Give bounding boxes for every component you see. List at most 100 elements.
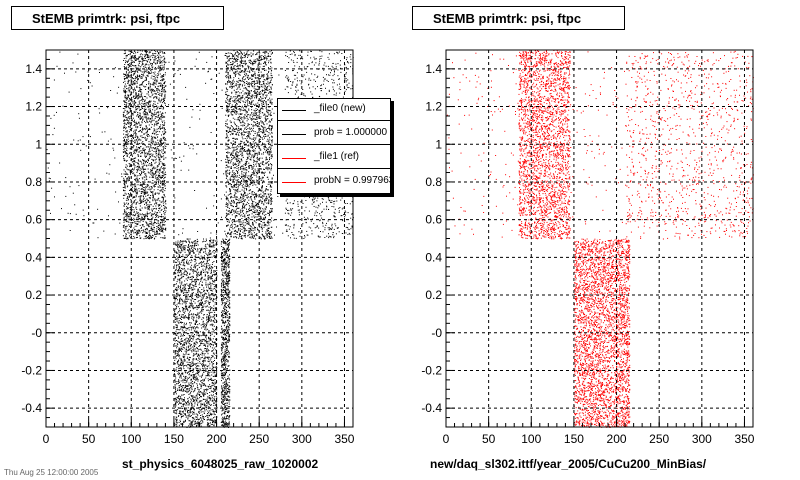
left-scatter-point xyxy=(149,148,151,150)
left-scatter-point xyxy=(248,108,250,110)
left-scatter-point xyxy=(161,156,163,158)
left-scatter-point xyxy=(183,142,185,144)
left-scatter-point xyxy=(130,230,132,232)
left-scatter-point xyxy=(256,176,258,178)
left-scatter-point xyxy=(144,152,146,154)
left-scatter-point xyxy=(123,182,125,184)
left-scatter-point xyxy=(251,229,253,231)
left-scatter-point xyxy=(151,65,152,67)
left-scatter-point xyxy=(125,142,127,144)
left-scatter-point xyxy=(127,193,129,194)
left-scatter-point xyxy=(254,153,256,155)
left-scatter-point xyxy=(164,201,166,203)
left-scatter-point xyxy=(126,147,128,149)
left-scatter-point xyxy=(152,104,154,106)
left-scatter-point xyxy=(150,118,151,120)
left-scatter-point xyxy=(232,187,234,189)
left-scatter-point xyxy=(186,98,188,100)
left-scatter-point xyxy=(140,153,142,155)
left-scatter-point xyxy=(133,184,135,186)
left-scatter-point xyxy=(257,60,259,62)
left-scatter-point xyxy=(141,199,143,201)
left-scatter-point xyxy=(157,92,159,93)
left-scatter-point xyxy=(268,55,270,57)
left-scatter-point xyxy=(261,202,263,204)
left-scatter-point xyxy=(136,76,138,78)
left-scatter-point xyxy=(134,165,136,167)
left-scatter-point xyxy=(238,86,240,88)
left-scatter-point xyxy=(158,59,160,61)
left-scatter-point xyxy=(131,203,133,205)
left-scatter-point xyxy=(239,221,241,223)
left-scatter-point xyxy=(144,100,146,102)
left-scatter-point xyxy=(153,125,155,127)
left-scatter-point xyxy=(253,160,255,162)
left-scatter-point xyxy=(134,190,136,192)
left-scatter-point xyxy=(127,69,129,71)
left-scatter-point xyxy=(238,164,240,166)
left-scatter-point xyxy=(251,78,253,80)
left-scatter-point xyxy=(144,79,146,81)
left-scatter-point xyxy=(246,115,247,117)
left-scatter-point xyxy=(143,192,145,194)
left-scatter-point xyxy=(269,232,270,234)
left-scatter-point xyxy=(152,132,154,134)
left-scatter-point xyxy=(228,157,230,159)
left-scatter-point xyxy=(137,163,139,165)
left-scatter-point xyxy=(161,220,163,222)
left-scatter-point xyxy=(260,84,262,86)
left-scatter-point xyxy=(161,98,163,100)
left-scatter-point xyxy=(160,171,162,173)
left-scatter-point xyxy=(134,89,136,91)
left-scatter-point xyxy=(149,57,151,59)
left-scatter-point xyxy=(124,73,126,75)
left-scatter-point xyxy=(245,230,247,232)
left-scatter-point xyxy=(261,179,263,181)
left-scatter-point xyxy=(133,134,134,136)
left-scatter-point xyxy=(235,170,237,172)
left-scatter-point xyxy=(154,62,156,64)
left-scatter-point xyxy=(123,160,125,161)
left-scatter-point xyxy=(240,71,241,73)
left-scatter-point xyxy=(151,221,153,223)
left-scatter-point xyxy=(134,183,136,185)
left-scatter-point xyxy=(236,80,238,82)
left-scatter-point xyxy=(150,120,152,122)
left-scatter-point xyxy=(243,203,244,205)
left-scatter-point xyxy=(161,120,163,122)
left-scatter-point xyxy=(135,187,137,189)
left-scatter-point xyxy=(249,180,251,181)
left-scatter-point xyxy=(150,135,152,137)
left-scatter-point xyxy=(126,76,128,78)
left-scatter-point xyxy=(126,214,128,216)
left-scatter-point xyxy=(141,202,143,203)
left-scatter-point xyxy=(133,121,135,123)
left-scatter-point xyxy=(246,182,248,184)
left-scatter-point xyxy=(141,99,143,100)
left-scatter-point xyxy=(258,181,260,183)
left-scatter-point xyxy=(268,195,270,197)
left-scatter-point xyxy=(136,213,138,215)
left-scatter-point xyxy=(242,205,243,207)
left-scatter-point xyxy=(270,226,272,228)
left-scatter-point xyxy=(231,223,233,225)
left-scatter-point xyxy=(148,72,150,74)
left-scatter-point xyxy=(142,54,144,56)
left-scatter-point xyxy=(235,134,237,135)
left-scatter-point xyxy=(239,168,241,170)
left-scatter-point xyxy=(134,122,136,124)
left-scatter-point xyxy=(225,75,227,76)
left-scatter-point xyxy=(125,90,126,92)
left-scatter-point xyxy=(124,139,125,141)
left-scatter-point xyxy=(148,52,150,54)
left-scatter-point xyxy=(158,205,160,207)
left-scatter-point xyxy=(259,189,261,191)
left-scatter-point xyxy=(152,93,154,95)
left-scatter-point xyxy=(231,53,233,55)
left-scatter-point xyxy=(122,225,124,227)
left-scatter-point xyxy=(128,202,129,204)
left-scatter-point xyxy=(136,95,137,97)
left-scatter-point xyxy=(277,196,279,197)
left-scatter-point xyxy=(131,60,133,62)
left-scatter-point xyxy=(264,117,266,119)
